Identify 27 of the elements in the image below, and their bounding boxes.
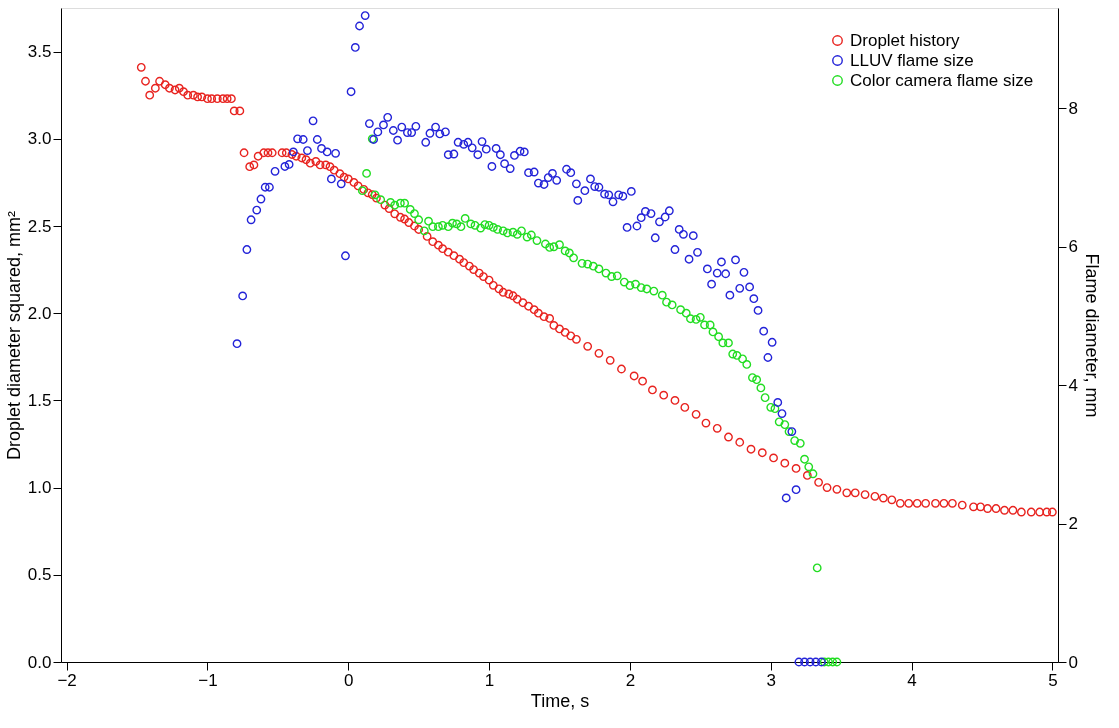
y-tick-label: 2.0 [27,303,52,323]
y2-tick-label: 4 [1068,375,1078,395]
y-tick-label: 3.5 [27,42,52,62]
y-tick-label: 0.0 [27,652,52,672]
y2-tick-label: 0 [1068,652,1078,672]
x-tick-label: 1 [484,670,495,690]
legend-label: Droplet history [850,30,961,50]
x-tick-label: 3 [766,670,776,690]
y-tick-label: 1.0 [27,478,52,498]
y-tick-label: 2.5 [27,216,52,236]
x-axis-title: Time, s [530,690,590,711]
y-axis-title: Droplet diameter squared, mm² [3,210,24,461]
legend-label: Color camera flame size [850,70,1034,90]
x-tick-label: −1 [198,670,218,690]
y2-tick-label: 2 [1068,514,1078,534]
x-tick-label: 5 [1048,670,1058,690]
y2-tick-label: 8 [1068,98,1078,118]
y2-axis-title: Flame diameter, mm [1081,253,1102,418]
y-tick-label: 1.5 [27,390,52,410]
x-tick-label: 0 [344,670,354,690]
y2-tick-label: 6 [1068,237,1078,257]
y-tick-label: 3.0 [27,129,52,149]
x-tick-label: −2 [57,670,77,690]
legend-label: LLUV flame size [850,50,974,70]
x-tick-label: 2 [625,670,636,690]
y-tick-label: 0.5 [27,565,52,585]
x-tick-label: 4 [907,670,917,690]
